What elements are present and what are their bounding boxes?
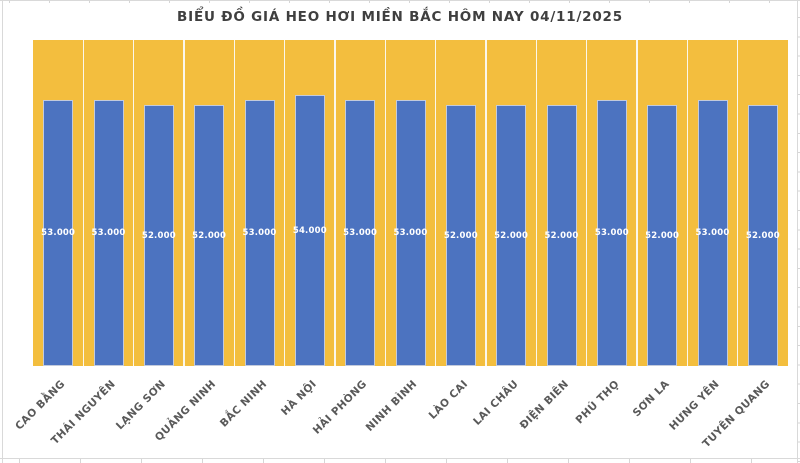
category-separator-gridline	[686, 40, 689, 366]
category-label: HÀ NỘI	[279, 378, 320, 419]
category-separator-gridline	[183, 40, 185, 366]
excel-gridline-top	[0, 0, 800, 1]
category-separator-gridline	[636, 40, 638, 366]
category-label: NINH BÌNH	[364, 378, 420, 434]
category-separator-gridline	[233, 40, 236, 366]
bar-value-label: 52.000	[645, 230, 680, 241]
bar-value-label: 52.000	[544, 230, 579, 241]
bar-tuyên-quang: 52.000	[745, 105, 780, 366]
bar-value-label: 52.000	[443, 230, 478, 241]
plot-area: 53.000 53.000 52.000 52.000 53.000 54.000 53.0…	[33, 40, 788, 366]
excel-column-ticks-bottom	[0, 459, 800, 463]
bar-value-label: 53.000	[393, 228, 428, 238]
bar-value-label: 52.000	[141, 230, 176, 241]
bar-value-label: 53.000	[41, 228, 76, 238]
bar-value-label: 54.000	[292, 225, 327, 236]
bar-sơn-la: 52.000	[645, 105, 680, 366]
category-separator-gridline	[384, 40, 387, 366]
category-separator-gridline	[132, 40, 135, 366]
category-separator-gridline	[283, 40, 286, 366]
bar-hải-phòng: 53.000	[343, 100, 378, 366]
bar-lào-cai: 52.000	[443, 105, 478, 366]
category-label: LAI CHÂU	[470, 378, 521, 428]
bar-ninh-bình: 53.000	[393, 100, 428, 366]
excel-gridline-bottom	[0, 458, 800, 459]
bar-value-label: 53.000	[343, 228, 378, 238]
category-label: LÀO CAI	[426, 378, 471, 422]
category-separator-gridline	[585, 40, 588, 366]
category-label: ĐIỆN BIÊN	[517, 378, 571, 432]
bar-value-label: 52.000	[494, 230, 529, 241]
bar-thái-nguyên: 53.000	[91, 100, 126, 366]
bar-lạng-sơn: 52.000	[141, 105, 176, 366]
bar-bắc-ninh: 53.000	[242, 100, 277, 366]
bar-value-label: 52.000	[745, 230, 780, 241]
category-separator-gridline	[434, 40, 437, 366]
category-separator-gridline	[535, 40, 538, 366]
bar-value-label: 53.000	[91, 228, 126, 238]
category-separator-gridline	[485, 40, 487, 366]
bar-quảng-ninh: 52.000	[192, 105, 227, 366]
excel-column-ticks-top	[0, 0, 800, 3]
category-label: CAO BẰNG	[13, 378, 68, 433]
category-separator-gridline	[334, 40, 336, 366]
bar-cao-bằng: 53.000	[41, 100, 76, 366]
category-separator-gridline	[82, 40, 85, 366]
bar-value-label: 53.000	[242, 228, 277, 238]
category-label: LẠNG SƠN	[114, 378, 169, 433]
chart-border-left	[2, 0, 3, 463]
category-label: HẢI PHÒNG	[311, 378, 370, 437]
bar-value-label: 53.000	[594, 228, 629, 238]
bar-hà-nội: 54.000	[292, 95, 327, 366]
category-label: PHÚ THỌ	[573, 378, 622, 427]
bar-value-label: 52.000	[192, 230, 227, 241]
excel-row-ticks-right	[797, 0, 800, 463]
bar-lai-châu: 52.000	[494, 105, 529, 366]
bar-value-label: 53.000	[695, 228, 730, 238]
category-separator-gridline	[736, 40, 739, 366]
bar-điện-biên: 52.000	[544, 105, 579, 366]
bar-hưng-yên: 53.000	[695, 100, 730, 366]
category-label: HƯNG YÊN	[667, 378, 722, 433]
category-label: SƠN LA	[630, 378, 672, 420]
category-label: BẮC NINH	[217, 378, 269, 430]
chart-border-right	[797, 0, 798, 463]
bar-phú-thọ: 53.000	[594, 100, 629, 366]
chart-title: BIỂU ĐỒ GIÁ HEO HƠI MIỀN BẮC HÔM NAY 04/…	[177, 9, 623, 25]
